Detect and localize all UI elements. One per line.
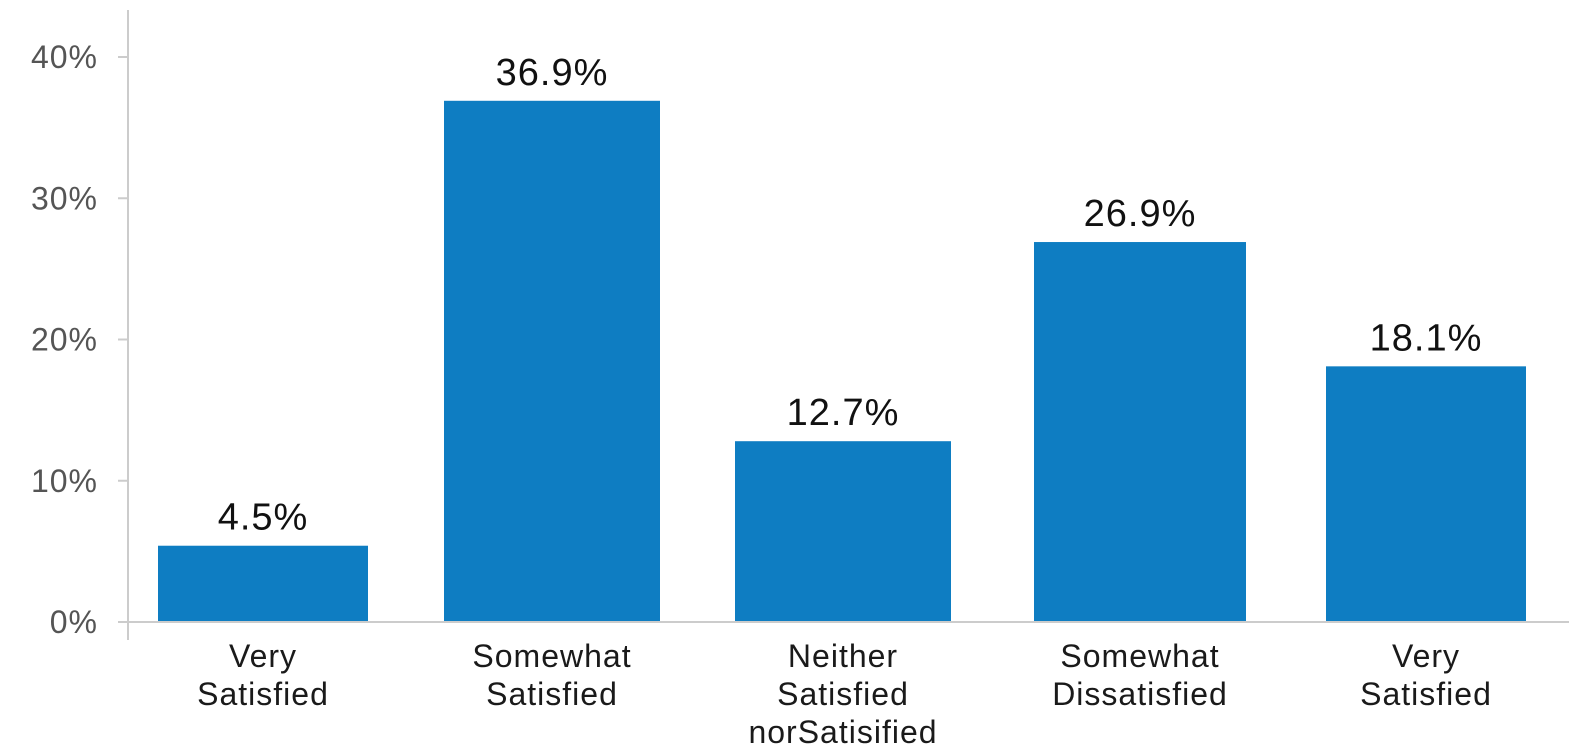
data-label: 4.5% xyxy=(218,497,309,539)
x-category-label-line: Satisfied xyxy=(1360,676,1492,712)
x-category-label-line: Somewhat xyxy=(472,638,631,674)
x-category-label: Somewhat Dissatisfied xyxy=(1052,638,1228,712)
y-axis: 0% 10% 20% 30% 40% xyxy=(31,10,129,640)
x-category-label-line: Very xyxy=(229,638,297,674)
y-tick-label: 10% xyxy=(31,463,98,499)
x-category-label: Neither Satisfied norSatisified xyxy=(748,638,937,750)
data-label: 36.9% xyxy=(496,52,609,94)
data-labels: 4.5% 36.9% 12.7% 26.9% 18.1% xyxy=(218,52,1483,539)
y-tick-label: 20% xyxy=(31,322,98,358)
x-category-label: Somewhat Satisfied xyxy=(472,638,631,712)
x-category-label-line: Very xyxy=(1392,638,1460,674)
x-category-label-line: Dissatisfied xyxy=(1052,676,1228,712)
bar xyxy=(735,441,951,622)
x-category-label-line: Satisfied xyxy=(777,676,909,712)
x-category-label-line: Satisfied xyxy=(486,676,618,712)
x-category-label-line: Somewhat xyxy=(1060,638,1219,674)
data-label: 12.7% xyxy=(787,392,900,434)
bar xyxy=(1326,366,1526,622)
x-category-label: Very Satisfied xyxy=(1360,638,1492,712)
y-tick-label: 30% xyxy=(31,180,98,216)
bar xyxy=(444,100,660,623)
x-category-label-line: Neither xyxy=(788,638,898,674)
x-category-label-line: norSatisified xyxy=(748,714,937,750)
bar xyxy=(1034,242,1246,622)
data-label: 18.1% xyxy=(1370,317,1483,359)
y-tick-label: 0% xyxy=(50,604,98,640)
data-label: 26.9% xyxy=(1084,193,1197,235)
bar xyxy=(158,545,368,622)
bars xyxy=(158,100,1526,623)
x-category-label: Very Satisfied xyxy=(197,638,329,712)
x-category-label-line: Satisfied xyxy=(197,676,329,712)
y-tick-label: 40% xyxy=(31,39,98,75)
